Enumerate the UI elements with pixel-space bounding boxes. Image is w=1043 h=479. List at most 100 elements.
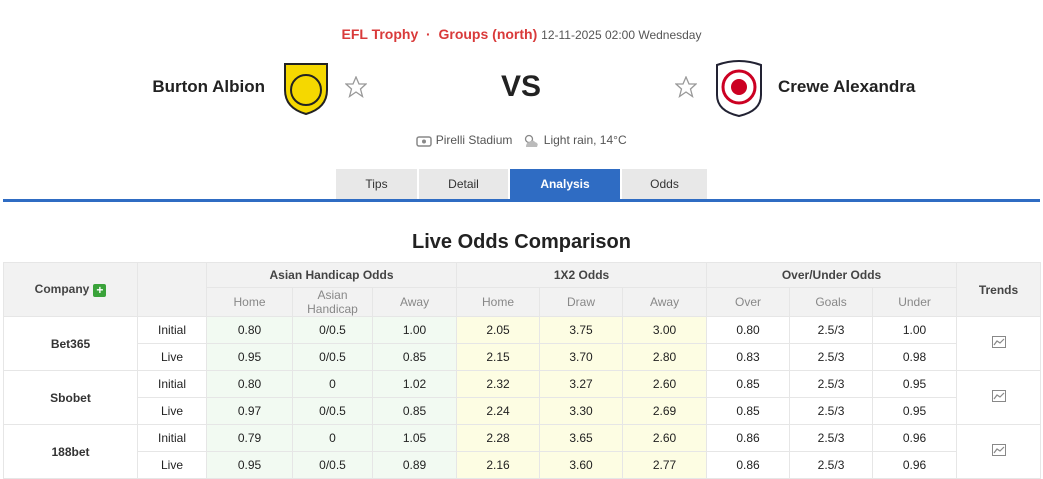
odds-row: Sbobet Initial 0.80 0 1.02 2.32 3.27 2.60 0.85 2.…: [3, 370, 1042, 425]
odds-value: 3.70: [539, 343, 624, 371]
separator: ·: [422, 26, 435, 42]
trends-header: Trends: [956, 262, 1042, 317]
odds-value: 2.5/3: [789, 316, 874, 344]
odds-value: 0: [292, 370, 373, 398]
odds-value: 0.98: [872, 343, 958, 371]
group-header: Over/Under Odds: [706, 262, 958, 288]
trends-cell: [956, 316, 1042, 371]
trend-icon[interactable]: [991, 444, 1006, 459]
odds-value: 0.95: [872, 370, 958, 398]
away-logo: [716, 60, 762, 117]
odds-table: Company + Asian Handicap Odds 1X2 Odds Over/…: [3, 262, 1042, 479]
company-header: Company +: [3, 262, 138, 317]
odds-row: Live 0.97 0/0.5 0.85 2.24 3.30 2.69 0.85 2.5/3 0.…: [4, 397, 1041, 425]
datetime: 12-11-2025 02:00 Wednesday: [541, 28, 702, 42]
odds-value: 0.97: [206, 397, 293, 425]
odds-value: 2.60: [622, 424, 708, 452]
odds-value: 0.79: [206, 424, 293, 452]
odds-row: Bet365 Initial 0.80 0/0.5 1.00 2.05 3.75 3.00 0.…: [3, 316, 1042, 371]
odds-value: 1.00: [872, 316, 958, 344]
trends-cell: [956, 370, 1042, 425]
odds-value: 0/0.5: [292, 397, 373, 425]
tab[interactable]: Detail: [419, 169, 508, 199]
odds-value: 0/0.5: [292, 316, 373, 344]
row-label: Live: [137, 343, 207, 371]
trend-graphic: [991, 336, 1006, 348]
odds-value: 3.75: [539, 316, 624, 344]
odds-value: 2.77: [622, 451, 708, 479]
header-row: Company + Asian Handicap Odds 1X2 Odds Over/…: [3, 262, 1042, 317]
odds-value: 0.80: [206, 316, 293, 344]
odds-value: 0/0.5: [292, 451, 373, 479]
trend-graphic: [991, 390, 1006, 402]
odds-value: 2.80: [622, 343, 708, 371]
odds-value: 0.85: [706, 397, 791, 425]
odds-value: 2.05: [456, 316, 541, 344]
match-info: EFL Trophy · Groups (north) 12-11-2025 0…: [0, 26, 1043, 42]
row-label: Initial: [137, 424, 207, 452]
trends-cell: [956, 424, 1042, 479]
tab[interactable]: Tips: [336, 169, 417, 199]
company-name[interactable]: 188bet: [3, 424, 138, 479]
odds-value: 0.96: [872, 424, 958, 452]
trend-graphic: [991, 444, 1006, 456]
odds-value: 2.5/3: [789, 397, 874, 425]
odds-value: 3.30: [539, 397, 624, 425]
odds-value: 3.27: [539, 370, 624, 398]
odds-value: 1.02: [371, 370, 458, 398]
odds-value: 2.5/3: [789, 343, 874, 371]
odds-value: 2.5/3: [789, 451, 874, 479]
odds-value: 0/0.5: [292, 343, 373, 371]
weather-icon: [525, 134, 539, 147]
add-company[interactable]: +: [93, 283, 107, 297]
odds-value: 1.00: [371, 316, 458, 344]
subheader: Away: [371, 287, 458, 317]
tab-underline: [3, 199, 1040, 202]
odds-value: 2.28: [456, 424, 541, 452]
odds-value: 0.83: [706, 343, 791, 371]
odds-value: 2.5/3: [789, 424, 874, 452]
row-label: Initial: [137, 316, 207, 344]
odds-value: 0.95: [872, 397, 958, 425]
odds-value: 2.32: [456, 370, 541, 398]
weather: Light rain, 14°C: [543, 133, 627, 147]
subheader: Away: [622, 287, 708, 317]
away-team[interactable]: Crewe Alexandra: [778, 77, 916, 96]
odds-row: Live 0.95 0/0.5 0.89 2.16 3.60 2.77 0.86 2.5/3 0.…: [4, 451, 1041, 479]
odds-value: 3.65: [539, 424, 624, 452]
company-name[interactable]: Sbobet: [3, 370, 138, 425]
label-header: [137, 262, 207, 317]
odds-value: 0.80: [206, 370, 293, 398]
tabs: Tips Detail Analysis Odds: [336, 169, 707, 199]
row-label: Live: [137, 451, 207, 479]
subheader: Home: [456, 287, 541, 317]
subheader: Asian Handicap: [292, 287, 373, 317]
subheader: Over: [706, 287, 791, 317]
group-header: Asian Handicap Odds: [205, 262, 458, 288]
company-name[interactable]: Bet365: [3, 316, 138, 371]
odds-value: 0.80: [706, 316, 791, 344]
favorite-star[interactable]: [675, 76, 697, 98]
vs: VS: [500, 70, 542, 103]
stadium-icon: [416, 136, 433, 147]
league[interactable]: EFL Trophy: [341, 26, 419, 42]
subheader: Goals: [789, 287, 874, 317]
subheader: Draw: [539, 287, 624, 317]
group[interactable]: Groups (north): [438, 26, 538, 42]
home-team[interactable]: Burton Albion: [152, 77, 265, 96]
odds-value: 0.85: [371, 397, 458, 425]
tab[interactable]: Odds: [622, 169, 707, 199]
odds-value: 2.69: [622, 397, 708, 425]
trend-icon[interactable]: [991, 390, 1006, 405]
odds-value: 0.86: [706, 424, 791, 452]
favorite-star[interactable]: [345, 76, 367, 98]
trend-icon[interactable]: [991, 336, 1006, 351]
odds-value: 1.05: [371, 424, 458, 452]
odds-value: 0.95: [206, 343, 293, 371]
odds-value: 2.5/3: [789, 370, 874, 398]
company-header-text: Company: [34, 282, 90, 297]
tab[interactable]: Analysis: [510, 169, 620, 199]
odds-value: 2.16: [456, 451, 541, 479]
odds-value: 2.60: [622, 370, 708, 398]
